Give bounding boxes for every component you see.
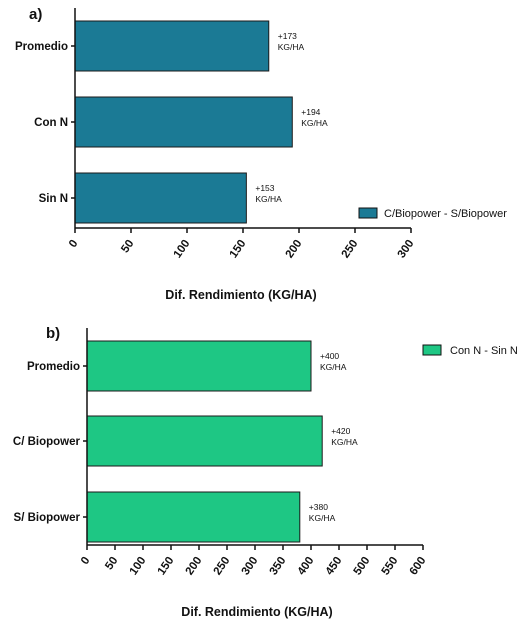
x-tick-label-b-5: 250 bbox=[212, 555, 233, 578]
panel-a-x-axis-title: Dif. Rendimiento (KG/HA) bbox=[165, 288, 316, 302]
panel-a-legend-label: C/Biopower - S/Biopower bbox=[384, 208, 507, 220]
x-tick-label-b-6: 300 bbox=[240, 555, 261, 578]
category-label-b-3: S/ Biopower bbox=[14, 512, 81, 524]
x-tick-label-b-10: 500 bbox=[352, 555, 373, 578]
category-label-b-2: C/ Biopower bbox=[13, 436, 81, 448]
x-tick-label-b-9: 450 bbox=[324, 555, 345, 578]
x-tick-label-b-4: 200 bbox=[184, 555, 205, 578]
panel-a-label: a) bbox=[29, 6, 42, 23]
x-tick-label-b-0: 0 bbox=[79, 555, 93, 567]
x-tick-label-b-7: 350 bbox=[268, 555, 289, 578]
panel-a: a) Dif. Rendimiento (KG/HA) C/Biopower -… bbox=[15, 6, 507, 302]
panel-b-legend-label: Con N - Sin N bbox=[450, 345, 518, 357]
x-tick-label-a-1: 50 bbox=[119, 238, 136, 255]
x-tick-label-b-2: 100 bbox=[128, 555, 149, 578]
bar-a-2 bbox=[74, 96, 293, 148]
category-label-a-1: Promedio bbox=[15, 41, 68, 53]
panel-b-legend-swatch bbox=[422, 344, 442, 356]
x-tick-label-b-3: 150 bbox=[156, 555, 177, 578]
bar-b-2 bbox=[86, 415, 323, 467]
x-tick-label-a-5: 250 bbox=[340, 238, 361, 261]
data-label-a-3: +153 KG/HA bbox=[255, 183, 282, 204]
bar-b-3 bbox=[86, 491, 301, 543]
x-tick-label-b-1: 50 bbox=[103, 555, 120, 572]
x-tick-label-a-0: 0 bbox=[67, 238, 81, 250]
bar-a-3 bbox=[74, 172, 247, 224]
panel-a-legend: C/Biopower - S/Biopower bbox=[358, 207, 507, 220]
panel-a-legend-swatch bbox=[358, 207, 378, 219]
x-tick-label-b-12: 600 bbox=[408, 555, 429, 578]
x-tick-label-a-6: 300 bbox=[396, 238, 417, 261]
data-label-b-1: +400 KG/HA bbox=[320, 351, 347, 372]
panel-b-x-axis-title: Dif. Rendimiento (KG/HA) bbox=[181, 605, 332, 619]
x-tick-label-a-2: 100 bbox=[172, 238, 193, 261]
category-label-a-2: Con N bbox=[34, 117, 68, 129]
bar-b-1 bbox=[86, 340, 312, 392]
category-label-b-1: Promedio bbox=[27, 361, 80, 373]
x-tick-label-b-11: 550 bbox=[380, 555, 401, 578]
bar-a-1 bbox=[74, 20, 270, 72]
x-tick-label-a-4: 200 bbox=[284, 238, 305, 261]
panel-b-label: b) bbox=[46, 325, 60, 342]
panel-b: b) Dif. Rendimiento (KG/HA) Con N - Sin … bbox=[13, 325, 518, 619]
panel-b-legend: Con N - Sin N bbox=[422, 344, 518, 357]
data-label-b-2: +420 KG/HA bbox=[331, 426, 358, 447]
data-label-a-1: +173 KG/HA bbox=[278, 31, 305, 52]
data-label-a-2: +194 KG/HA bbox=[301, 107, 328, 128]
x-tick-label-b-8: 400 bbox=[296, 555, 317, 578]
x-tick-label-a-3: 150 bbox=[228, 238, 249, 261]
category-label-a-3: Sin N bbox=[39, 193, 68, 205]
data-label-b-3: +380 KG/HA bbox=[309, 502, 336, 523]
